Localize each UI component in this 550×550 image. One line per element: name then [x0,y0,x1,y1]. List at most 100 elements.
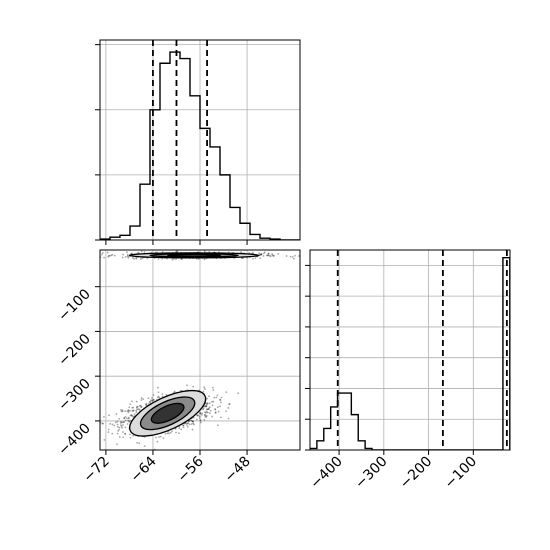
joint-point [208,395,210,398]
joint-point [121,421,123,424]
joint-point [124,410,127,413]
joint-point [74,251,76,253]
joint-point [165,393,168,396]
joint-point [110,254,113,257]
histogram-param2-grid [310,250,510,451]
joint-ytick-label-1: −300 [55,376,94,415]
joint-point [151,397,153,399]
joint-point [108,254,111,257]
joint-point [192,420,194,423]
histogram-param2-xtick-label-2: −200 [397,454,436,493]
joint-point [203,250,206,253]
joint-point [192,422,195,425]
joint-point [225,410,227,413]
joint-point [266,254,269,257]
histogram-param1-step [100,51,300,240]
joint-point [193,423,195,426]
joint-point [122,424,124,426]
joint-point [124,419,127,422]
joint-point [285,255,288,257]
joint-point [162,437,165,439]
joint-ytick-label-3: −100 [55,286,94,325]
joint-point [116,426,119,428]
joint-point [158,436,160,438]
joint-point [206,402,209,405]
joint-point [122,431,124,433]
joint-point [128,420,131,423]
joint-point [189,419,192,422]
joint-point [260,253,263,255]
joint-point [127,256,130,259]
joint-point [87,252,89,254]
joint-point [219,405,221,408]
joint-point [106,251,109,254]
joint-point [271,253,273,255]
joint-point [214,412,217,414]
joint-point [199,419,202,422]
joint-point [123,417,126,419]
joint-point [113,424,116,427]
joint-point [120,420,122,423]
joint-point [203,258,206,261]
joint-point [121,256,124,259]
joint-point [140,406,143,409]
joint-point [147,402,150,405]
histogram-param1-ticks [95,44,248,245]
joint-point [206,411,209,414]
joint-point [186,384,188,387]
joint-density-contours [128,252,260,437]
joint-point [126,410,129,412]
histogram-param1-body [100,51,300,240]
joint-point [136,405,139,408]
joint-point [272,255,275,257]
joint-point [107,254,110,257]
joint-point [197,258,200,260]
joint-point [260,253,262,256]
joint-point [126,255,129,258]
joint-point [206,402,209,405]
joint-point [116,443,118,446]
joint-density-panel: −72 −64 −56 −48 −400 −300 −200 −100 [55,249,301,486]
joint-point [142,398,145,400]
joint-contour-core-0 [160,408,175,418]
joint-point [149,400,152,403]
joint-point [198,415,201,418]
joint-point [129,436,132,439]
joint-point [118,435,121,438]
joint-xtick-label-3: −48 [222,454,254,486]
joint-point [178,427,181,430]
joint-point [240,257,243,260]
joint-point [204,414,206,416]
joint-point [199,419,202,421]
joint-point [161,393,164,396]
histogram-param2-body [310,256,510,450]
histogram-param2-quantile-lines [336,250,508,450]
joint-point [128,420,131,422]
joint-point [148,401,151,403]
joint-point [262,252,265,255]
histogram-param1-quantile-lines [152,40,208,240]
joint-point [124,432,127,435]
joint-point [271,254,274,256]
joint-point [190,423,193,425]
joint-point [76,257,78,259]
joint-point [227,417,230,420]
joint-point [126,251,128,254]
joint-point [265,254,268,257]
joint-point [133,413,136,415]
joint-point [214,411,217,414]
joint-point [219,398,221,401]
joint-point [147,397,150,399]
joint-point [103,415,105,418]
joint-point [89,417,91,419]
joint-point [127,411,130,414]
joint-point [153,399,156,401]
joint-point [120,410,123,413]
joint-point [219,399,222,401]
histogram-param2-step [310,256,510,450]
joint-point [128,406,131,409]
joint-point [116,432,119,435]
joint-point [202,390,205,393]
joint-point [254,257,257,259]
joint-point [175,431,177,434]
